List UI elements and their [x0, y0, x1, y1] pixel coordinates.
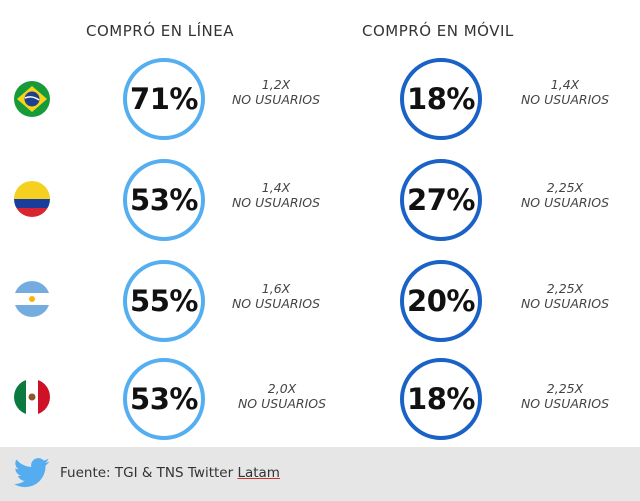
ratio-label: NO USUARIOS — [520, 396, 610, 411]
source-text: Fuente: TGI & TNS Twitter Latam — [60, 465, 280, 481]
mobile-ratio: 2,25X NO USUARIOS — [510, 180, 620, 210]
mobile-percent: 18% — [400, 58, 482, 140]
online-ratio: 2,0X NO USUARIOS — [228, 381, 336, 411]
mobile-percent: 20% — [400, 260, 482, 342]
source-prefix: Fuente: TGI & TNS Twitter — [60, 465, 238, 481]
mobile-percent: 27% — [400, 159, 482, 241]
online-ratio: 1,4X NO USUARIOS — [222, 180, 330, 210]
mexico-flag-icon — [14, 379, 50, 415]
online-ratio: 1,6X NO USUARIOS — [222, 281, 330, 311]
mobile-ratio: 2,25X NO USUARIOS — [510, 381, 620, 411]
ratio-label: NO USUARIOS — [520, 195, 610, 210]
online-percent: 53% — [123, 159, 205, 241]
table-row: 53% 2,0X NO USUARIOS 18% 2,25X NO USUARIOS — [0, 349, 640, 449]
mobile-ratio: 1,4X NO USUARIOS — [510, 77, 620, 107]
online-percent: 55% — [123, 260, 205, 342]
header-online: COMPRÓ EN LÍNEA — [86, 22, 234, 40]
ratio-label: NO USUARIOS — [237, 396, 327, 411]
ratio-label: NO USUARIOS — [520, 92, 610, 107]
source-region: Latam — [237, 465, 280, 481]
ratio-value: 2,25X — [546, 281, 584, 296]
ratio-label: NO USUARIOS — [520, 296, 610, 311]
ratio-value: 2,25X — [546, 381, 584, 396]
table-row: 71% 1,2X NO USUARIOS 18% 1,4X NO USUARIOS — [0, 49, 640, 149]
header-mobile: COMPRÓ EN MÓVIL — [362, 22, 514, 40]
ratio-value: 1,4X — [550, 77, 580, 92]
ratio-label: NO USUARIOS — [231, 296, 321, 311]
mobile-ratio: 2,25X NO USUARIOS — [510, 281, 620, 311]
mobile-percent: 18% — [400, 358, 482, 440]
ratio-value: 2,25X — [546, 180, 584, 195]
online-percent: 71% — [123, 58, 205, 140]
ratio-value: 2,0X — [267, 381, 297, 396]
online-ratio: 1,2X NO USUARIOS — [222, 77, 330, 107]
ratio-value: 1,2X — [261, 77, 291, 92]
ratio-value: 1,4X — [261, 180, 291, 195]
online-percent: 53% — [123, 358, 205, 440]
table-row: 53% 1,4X NO USUARIOS 27% 2,25X NO USUARIOS — [0, 150, 640, 250]
source-footer: Fuente: TGI & TNS Twitter Latam — [0, 447, 640, 501]
ratio-label: NO USUARIOS — [231, 92, 321, 107]
table-row: 55% 1,6X NO USUARIOS 20% 2,25X NO USUARIOS — [0, 251, 640, 351]
twitter-bird-icon — [13, 458, 50, 492]
colombia-flag-icon — [14, 181, 50, 217]
ratio-label: NO USUARIOS — [231, 195, 321, 210]
argentina-flag-icon — [14, 281, 50, 317]
brazil-flag-icon — [14, 81, 50, 117]
ratio-value: 1,6X — [261, 281, 291, 296]
